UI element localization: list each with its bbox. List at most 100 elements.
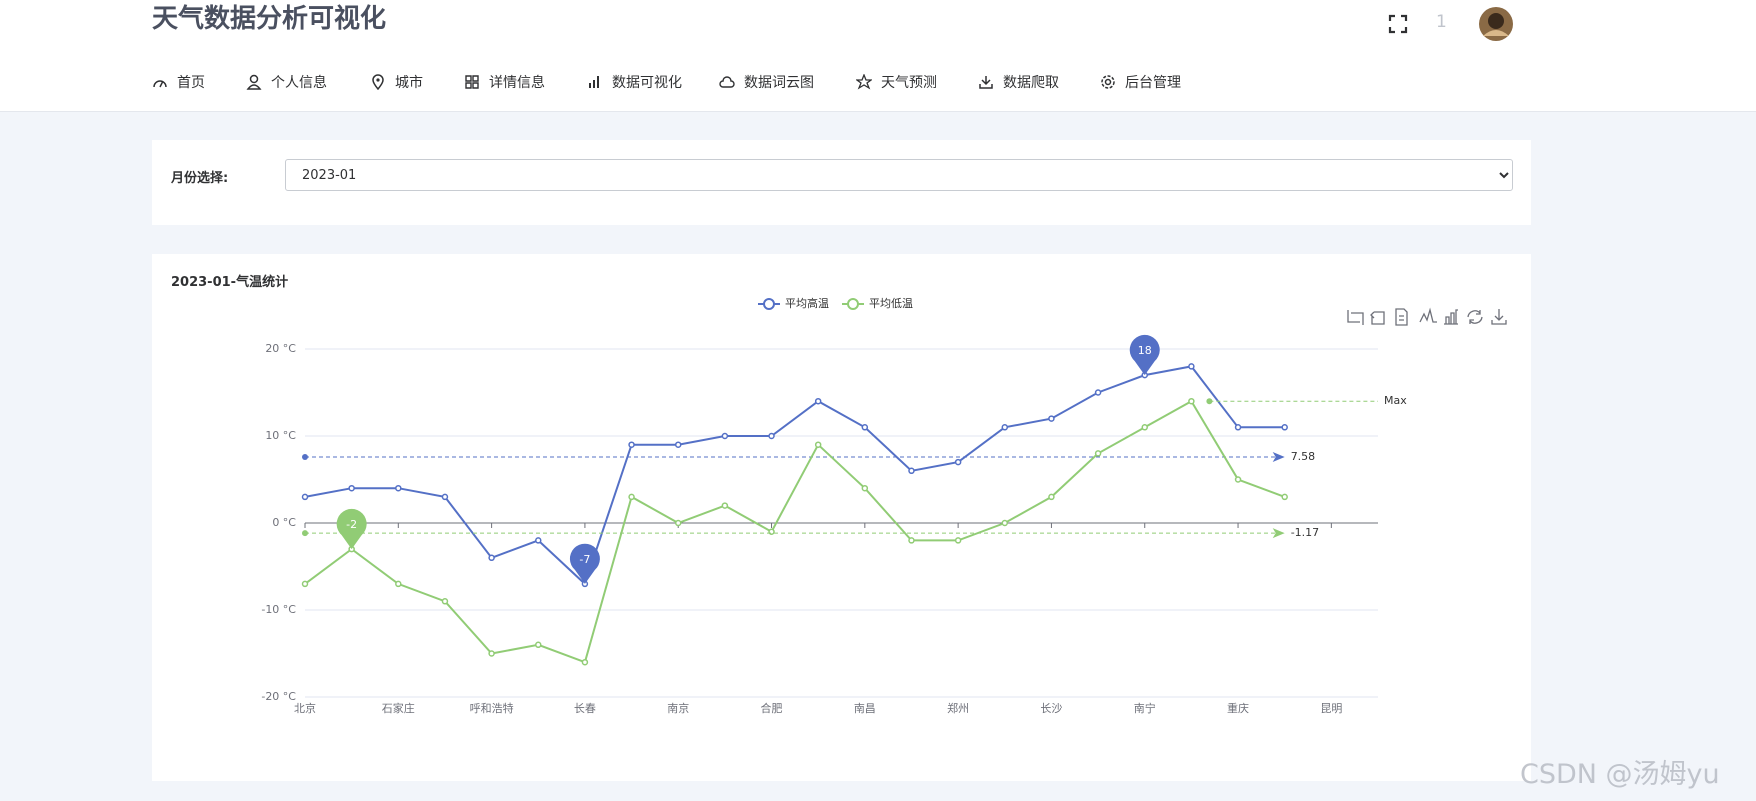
- x-tick-label: 南昌: [854, 702, 876, 715]
- month-select[interactable]: 2023-01: [285, 159, 1513, 191]
- legend-label: 平均低温: [869, 297, 913, 310]
- series-line: [304, 399, 1286, 664]
- data-point: [721, 502, 729, 509]
- mark-point-label: 18: [1138, 344, 1152, 357]
- nav-item[interactable]: 数据词云图: [719, 72, 814, 92]
- legend-item[interactable]: 平均高温: [758, 296, 829, 310]
- data-point: [301, 493, 309, 501]
- chart-card: 2023-01-气温统计 -20 °C -10 °C 0 °C 10 °C 20 °C 北…: [152, 254, 1531, 781]
- nav-item[interactable]: 首页: [152, 72, 205, 92]
- icon: [465, 75, 479, 89]
- x-tick-label: 南宁: [1134, 701, 1156, 715]
- data-point: [1281, 493, 1288, 501]
- data-point: [581, 658, 589, 666]
- data-point: [1094, 450, 1102, 457]
- data-point: [348, 484, 355, 492]
- nav-item[interactable]: 数据爬取: [978, 72, 1059, 92]
- mark-point-label: -7: [579, 553, 590, 566]
- mark-line-label: -1.17: [1291, 526, 1319, 539]
- data-point: [1094, 389, 1102, 396]
- data-point: [488, 554, 495, 562]
- data-point: [954, 537, 962, 544]
- mark-point: [336, 508, 367, 550]
- nav-label: 数据词云图: [744, 75, 814, 91]
- icon: [589, 76, 599, 88]
- chart: -20 °C -10 °C 0 °C 10 °C 20 °C 北京 石家庄 呼和浩特 长春 南京 合…: [261, 296, 1507, 715]
- data-point: [861, 424, 869, 431]
- data-point: [674, 519, 682, 527]
- filter-card: 月份选择: 2023-01: [152, 140, 1531, 225]
- nav-item[interactable]: 天气预测: [856, 72, 937, 92]
- x-tick-label: 郑州: [947, 701, 969, 715]
- data-point: [674, 441, 682, 448]
- data-point: [1188, 397, 1195, 405]
- legend-symbol: [763, 298, 775, 310]
- legend-item[interactable]: 平均低温: [842, 297, 913, 310]
- x-tick-label: 长沙: [1040, 702, 1062, 715]
- mark-line-start: [1206, 398, 1213, 405]
- y-tick-label: -20 °C: [261, 690, 296, 703]
- data-point: [814, 441, 822, 448]
- fullscreen-icon[interactable]: [1388, 14, 1408, 34]
- icon: [153, 80, 167, 88]
- icon: [719, 76, 735, 88]
- x-tick-label: 呼和浩特: [470, 701, 514, 715]
- data-point: [1048, 415, 1055, 422]
- nav-label: 个人信息: [271, 75, 327, 91]
- nav-item[interactable]: 后台管理: [1100, 72, 1181, 92]
- x-tick-label: 重庆: [1227, 701, 1249, 715]
- y-tick-label: -10 °C: [261, 603, 296, 616]
- nav-label: 天气预测: [881, 75, 937, 91]
- data-point: [441, 598, 449, 605]
- mark-line-label: Max: [1384, 394, 1407, 407]
- data-point: [301, 580, 309, 588]
- nav-item[interactable]: 个人信息: [246, 72, 327, 92]
- toolbox[interactable]: [1347, 307, 1507, 326]
- icon: [856, 74, 872, 90]
- data-point: [1234, 476, 1242, 483]
- badge: 1: [1436, 12, 1447, 32]
- nav-label: 数据爬取: [1003, 75, 1059, 91]
- data-point: [768, 432, 775, 440]
- data-point: [1001, 424, 1009, 431]
- data-point: [721, 432, 729, 440]
- data-point: [1141, 424, 1148, 431]
- nav-item[interactable]: 数据可视化: [587, 72, 682, 92]
- mark-point: [1129, 334, 1160, 376]
- app-title: 天气数据分析可视化: [152, 4, 387, 34]
- data-point: [1048, 493, 1055, 501]
- chart-title: 2023-01-气温统计: [171, 275, 289, 290]
- legend-label: 平均高温: [785, 296, 829, 310]
- mark-line-arrow: [1272, 528, 1285, 539]
- series-line: [304, 365, 1285, 586]
- data-point: [1001, 519, 1009, 527]
- nav-label: 城市: [395, 75, 423, 91]
- avatar[interactable]: [1478, 6, 1514, 42]
- mark-line-start: [302, 530, 308, 537]
- mark-point: [569, 543, 600, 584]
- nav-label: 数据可视化: [612, 75, 682, 91]
- header: 天气数据分析可视化 1 首页 个人信息 城市 详情信息 数据可视化 数据词云图 …: [0, 0, 1756, 112]
- nav-item[interactable]: 城市: [370, 72, 423, 92]
- data-point: [628, 441, 635, 448]
- x-tick-label: 石家庄: [382, 701, 415, 715]
- mark-line-start: [302, 454, 308, 461]
- data-point: [1188, 363, 1195, 370]
- icon: [246, 74, 262, 90]
- icon: [1101, 75, 1115, 89]
- data-point: [908, 467, 915, 475]
- data-point: [535, 641, 542, 649]
- data-point: [861, 484, 869, 492]
- mark-line-label: 7.58: [1291, 450, 1316, 463]
- y-tick-label: 20 °C: [265, 342, 296, 355]
- x-tick-label: 南京: [667, 701, 689, 715]
- data-point: [1281, 424, 1288, 431]
- nav-item[interactable]: 详情信息: [464, 72, 545, 92]
- y-tick-label: 0 °C: [272, 516, 296, 529]
- data-point: [535, 537, 542, 544]
- data-point: [814, 397, 822, 405]
- filter-label: 月份选择:: [171, 171, 229, 186]
- mark-point-label: -2: [346, 518, 357, 531]
- data-point: [488, 650, 495, 657]
